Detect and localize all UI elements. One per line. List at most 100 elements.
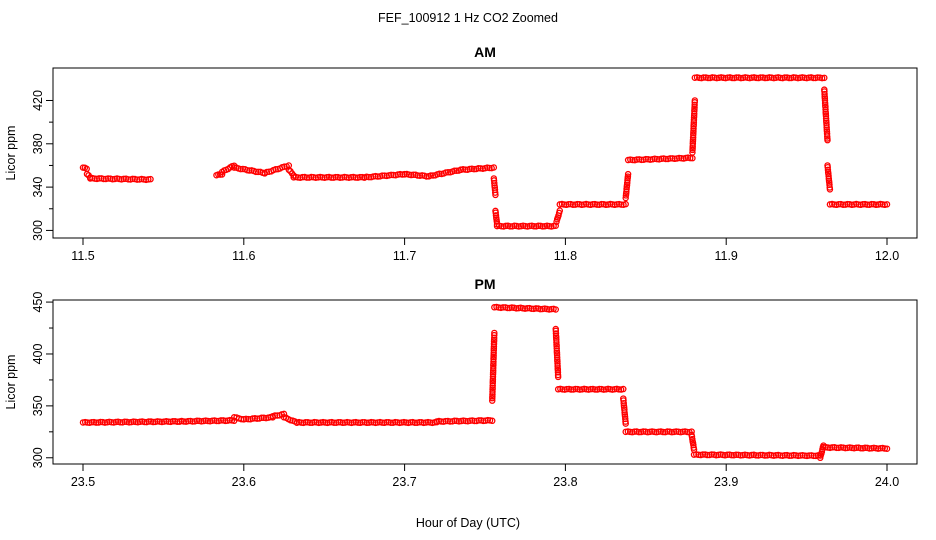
am-data-point (690, 125, 697, 132)
am-data-point (691, 97, 699, 104)
am-data-point (691, 101, 698, 109)
pm-data-point (563, 385, 571, 393)
pm-x-tick-label: 23.6 (232, 475, 256, 489)
pm-data-point (354, 419, 362, 426)
pm-data-point (189, 418, 196, 425)
pm-data-point (620, 399, 627, 407)
am-data-point (252, 168, 260, 176)
am-data-point (598, 200, 605, 208)
pm-data-point (258, 414, 265, 422)
am-data-point (883, 201, 891, 208)
am-data-point (303, 174, 311, 181)
am-data-point (574, 200, 581, 208)
am-data-point (492, 212, 500, 219)
pm-data-point (326, 419, 333, 426)
am-data-point (246, 167, 253, 174)
am-data-points (79, 74, 891, 230)
pm-data-point (489, 388, 496, 396)
am-data-point (667, 155, 674, 162)
pm-data-point (752, 452, 760, 459)
pm-data-point (213, 417, 220, 425)
am-x-axis: 11.5 11.6 11.7 11.8 11.9 12.0 (71, 237, 899, 263)
pm-y-tick-label: 350 (31, 395, 45, 416)
pm-data-point (532, 305, 540, 312)
am-plot-frame (52, 67, 918, 239)
pm-data-point (552, 306, 560, 313)
pm-data-point (491, 329, 498, 337)
am-data-point (401, 170, 408, 178)
pm-data-point (488, 417, 496, 425)
am-data-point (662, 155, 670, 163)
pm-data-point (491, 331, 498, 339)
am-data-point (444, 168, 452, 176)
pm-data-point (805, 452, 813, 459)
am-data-point (822, 115, 830, 122)
pm-data-point (631, 428, 638, 435)
am-data-point (844, 200, 851, 208)
am-data-point (863, 201, 871, 208)
pm-data-point (655, 428, 662, 435)
am-data-point (638, 156, 645, 164)
am-data-point (642, 155, 650, 163)
pm-data-point (383, 419, 390, 426)
pm-data-point (728, 451, 735, 459)
am-data-point (839, 201, 847, 208)
am-data-point (352, 174, 359, 181)
pm-x-axis: 23.5 23.6 23.7 23.8 23.9 24.0 (71, 463, 899, 489)
am-data-point (285, 162, 293, 169)
pm-x-tick-label: 23.9 (714, 475, 738, 489)
am-data-point (502, 222, 510, 230)
pm-data-point (117, 419, 124, 426)
pm-data-point (141, 418, 148, 426)
am-data-point (145, 176, 152, 183)
am-y-tick-label: 340 (31, 177, 45, 198)
pm-data-point (359, 418, 366, 426)
pm-x-tick-label: 23.8 (553, 475, 577, 489)
am-y-tick-label: 380 (31, 133, 45, 154)
pm-data-point (387, 419, 395, 426)
am-data-point (785, 74, 793, 82)
am-data-point (486, 164, 493, 172)
pm-data-point (635, 428, 643, 436)
pm-data-point (724, 451, 731, 459)
am-data-point (492, 191, 499, 199)
am-y-axis-label: Licor ppm (4, 126, 18, 181)
pm-data-point (489, 373, 497, 381)
pm-data-point (620, 385, 627, 393)
pm-data-point (553, 345, 560, 352)
pm-data-points (79, 303, 891, 462)
am-data-point (753, 74, 760, 82)
am-data-point (365, 173, 373, 181)
am-data-point (490, 164, 498, 171)
pm-panel: PM 23.5 23.6 23.7 23.8 23.9 24.0 300 350 400 450… (4, 276, 918, 489)
pm-y-tick-label: 300 (31, 447, 45, 468)
pm-data-point (121, 418, 128, 425)
pm-data-point (552, 330, 560, 337)
pm-data-point (554, 373, 562, 381)
am-data-point (100, 175, 107, 183)
pm-data-point (704, 451, 711, 459)
am-data-point (414, 172, 422, 179)
am-data-point (810, 74, 817, 82)
am-x-tick-label: 11.8 (554, 249, 577, 263)
pm-data-point (761, 452, 769, 459)
pm-data-point (363, 419, 371, 427)
pm-data-point (193, 417, 201, 425)
pm-data-point (786, 452, 793, 459)
am-data-point (757, 74, 764, 81)
pm-data-point (853, 444, 860, 452)
am-data-point (689, 149, 696, 156)
pm-data-point (97, 418, 104, 426)
am-data-point (805, 74, 813, 81)
am-data-point (436, 170, 443, 178)
pm-data-point (184, 417, 192, 425)
pm-data-point (471, 417, 478, 425)
pm-data-point (169, 418, 177, 425)
pm-data-point (490, 340, 498, 348)
am-data-point (530, 223, 538, 230)
pm-data-point (732, 451, 740, 458)
pm-data-point (88, 418, 96, 426)
am-data-point (124, 176, 132, 183)
pm-y-tick-label: 450 (31, 292, 45, 313)
